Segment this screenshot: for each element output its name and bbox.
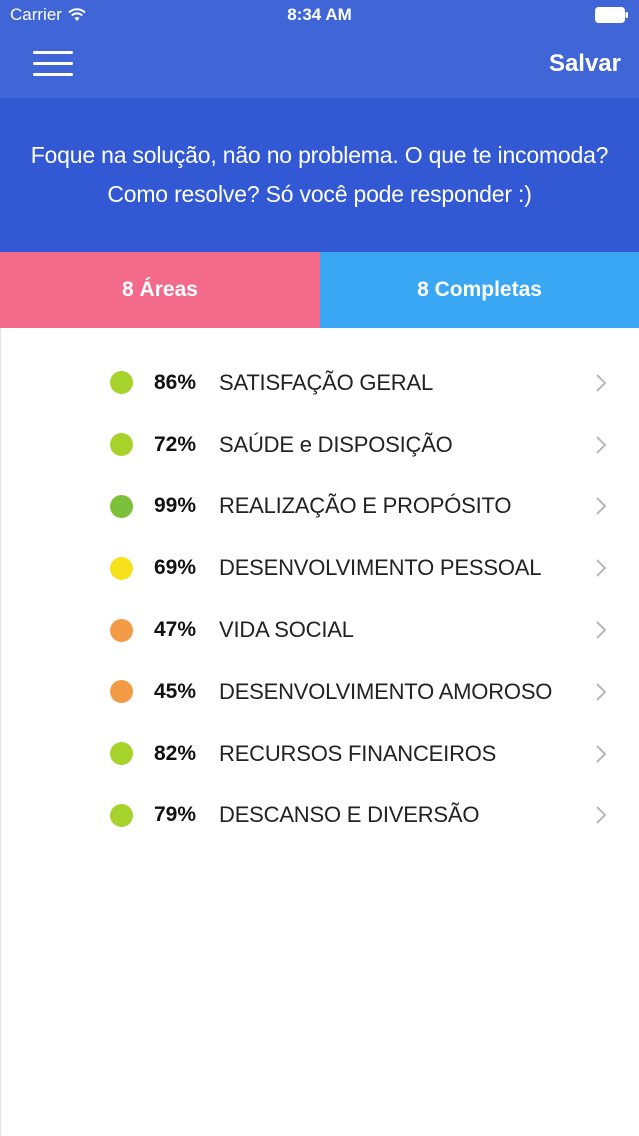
save-button[interactable]: Salvar xyxy=(548,50,621,77)
area-row[interactable]: 69% DESENVOLVIMENTO PESSOAL xyxy=(0,537,639,599)
chevron-right-icon xyxy=(596,806,607,825)
area-percent: 45% xyxy=(154,679,197,703)
status-dot-icon xyxy=(110,556,133,580)
tab-completed[interactable]: 8 Completas xyxy=(320,252,639,328)
status-carrier: Carrier xyxy=(10,5,86,25)
hamburger-menu-icon[interactable] xyxy=(33,50,73,78)
tab-areas[interactable]: 8 Áreas xyxy=(0,252,320,328)
divider xyxy=(0,328,1,1136)
status-dot-icon xyxy=(110,494,133,518)
area-row[interactable]: 99% REALIZAÇÃO E PROPÓSITO xyxy=(0,476,639,538)
area-row[interactable]: 47% VIDA SOCIAL xyxy=(0,599,639,661)
nav-bar: Salvar xyxy=(0,30,639,98)
area-label: DESENVOLVIMENTO AMOROSO xyxy=(219,678,553,704)
area-percent: 99% xyxy=(154,494,197,518)
areas-list: 86% SATISFAÇÃO GERAL 72% SAÚDE e DISPOSIÇÃO… xyxy=(0,352,639,846)
area-label: DESENVOLVIMENTO PESSOAL xyxy=(219,555,542,581)
area-row[interactable]: 45% DESENVOLVIMENTO AMOROSO xyxy=(0,661,639,723)
area-percent: 86% xyxy=(154,370,197,394)
chevron-right-icon xyxy=(596,621,607,639)
battery-icon xyxy=(595,7,628,23)
area-label: SATISFAÇÃO GERAL xyxy=(219,369,434,395)
area-row[interactable]: 86% SATISFAÇÃO GERAL xyxy=(0,352,639,414)
chevron-right-icon xyxy=(596,497,607,516)
status-dot-icon xyxy=(110,371,133,395)
chevron-right-icon xyxy=(596,744,607,763)
status-dot-icon xyxy=(110,433,133,457)
area-percent: 79% xyxy=(154,803,197,827)
area-label: RECURSOS FINANCEIROS xyxy=(219,740,497,766)
tip-banner: Foque na solução, não no problema. O que… xyxy=(0,98,639,252)
area-label: SAÚDE e DISPOSIÇÃO xyxy=(219,431,453,457)
area-percent: 69% xyxy=(154,556,197,580)
tip-line-2: Como resolve? Só você pode responder :) xyxy=(107,181,532,207)
status-dot-icon xyxy=(110,680,133,704)
wifi-icon xyxy=(68,8,86,21)
area-row[interactable]: 79% DESCANSO E DIVERSÃO xyxy=(0,785,639,847)
status-time: 8:34 AM xyxy=(287,5,352,24)
area-row[interactable]: 82% RECURSOS FINANCEIROS xyxy=(0,723,639,785)
chevron-right-icon xyxy=(596,374,607,392)
summary-tabs: 8 Áreas 8 Completas xyxy=(0,252,639,328)
tip-line-1: Foque na solução, não no problema. O que… xyxy=(30,142,609,168)
area-percent: 47% xyxy=(154,618,197,642)
area-percent: 82% xyxy=(154,741,197,765)
status-bar: Carrier 8:34 AM xyxy=(0,0,639,30)
area-percent: 72% xyxy=(154,432,197,456)
area-label: REALIZAÇÃO E PROPÓSITO xyxy=(219,493,512,519)
tip-text: Foque na solução, não no problema. O que… xyxy=(10,136,630,214)
status-dot-icon xyxy=(110,742,133,766)
status-dot-icon xyxy=(110,618,133,642)
chevron-right-icon xyxy=(596,559,607,577)
carrier-label: Carrier xyxy=(10,5,62,24)
status-dot-icon xyxy=(110,803,133,827)
chevron-right-icon xyxy=(596,435,607,454)
area-label: VIDA SOCIAL xyxy=(219,617,354,643)
area-row[interactable]: 72% SAÚDE e DISPOSIÇÃO xyxy=(0,414,639,476)
chevron-right-icon xyxy=(596,683,607,701)
area-label: DESCANSO E DIVERSÃO xyxy=(219,802,480,828)
